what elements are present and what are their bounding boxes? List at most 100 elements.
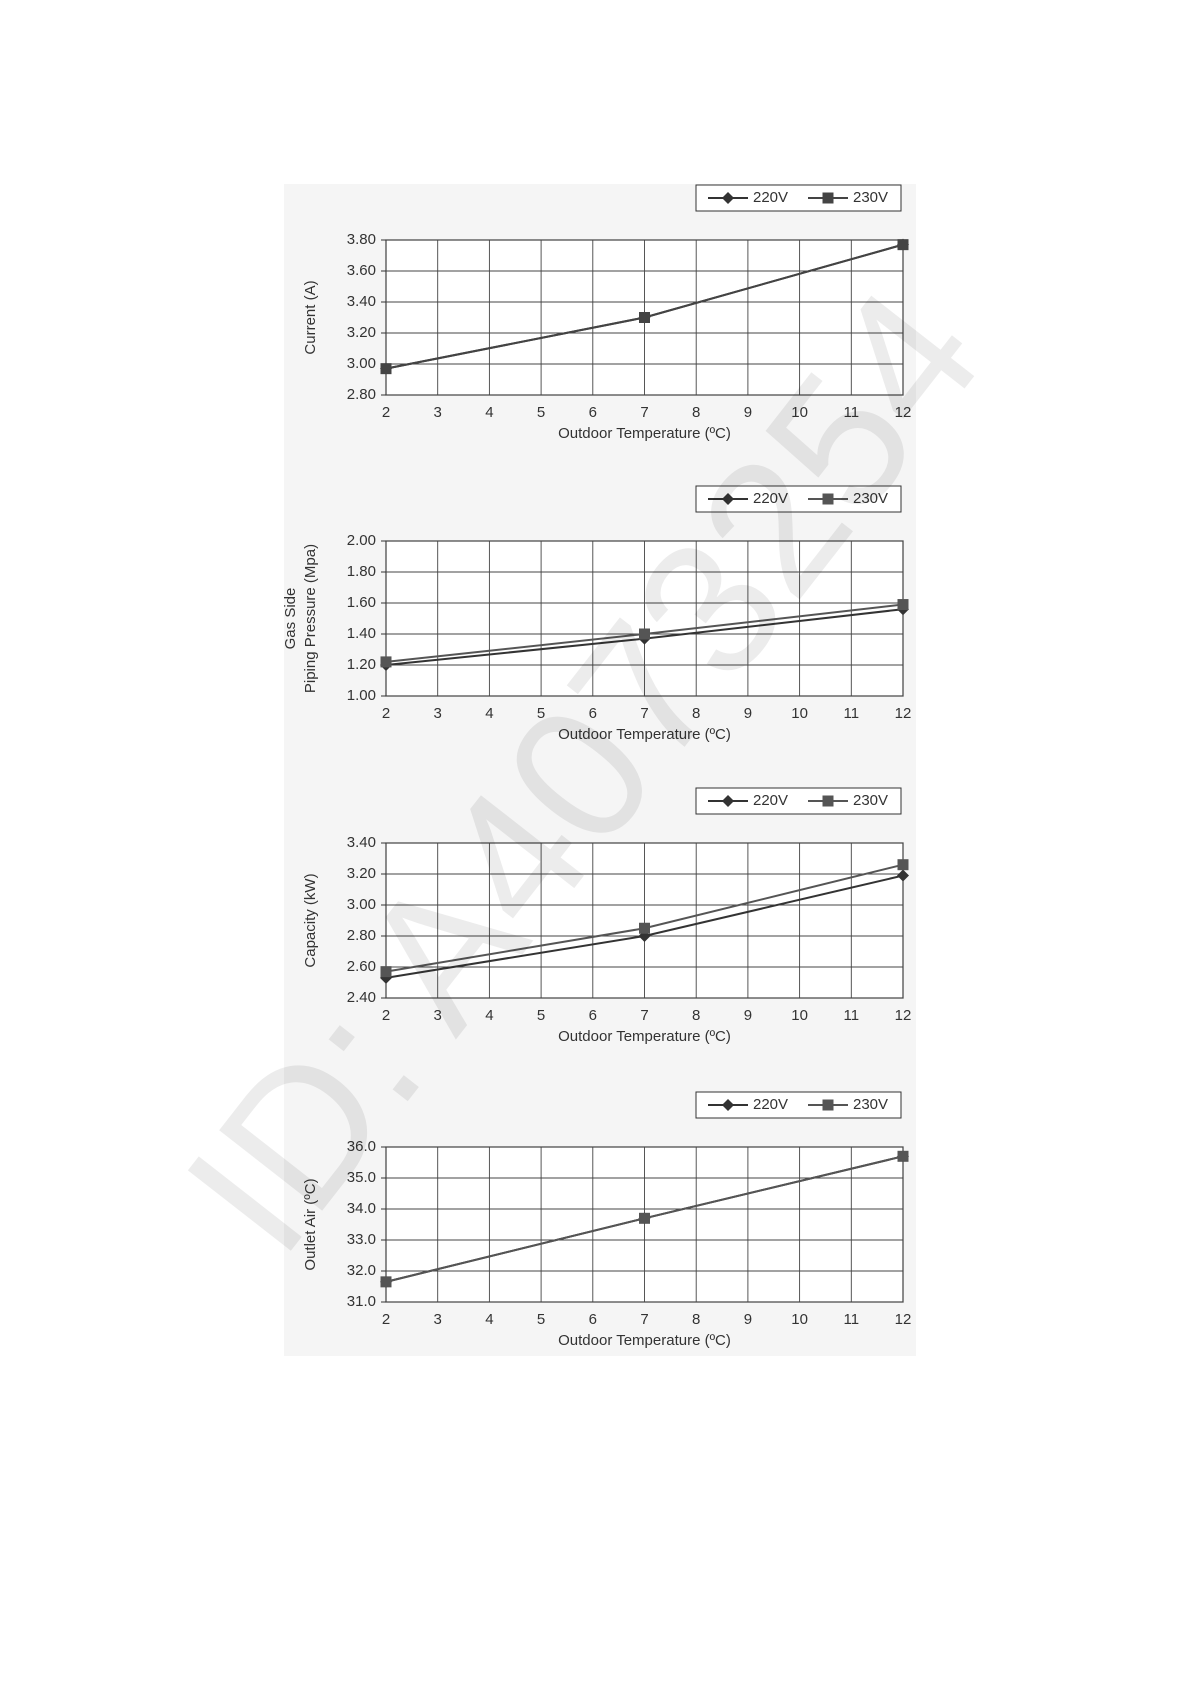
y-tick-label: 3.00	[347, 896, 376, 913]
x-tick-label: 9	[744, 705, 752, 722]
x-tick-label: 9	[744, 404, 752, 421]
x-tick-label: 12	[895, 1311, 912, 1328]
x-tick-label: 6	[589, 1311, 597, 1328]
x-tick-label: 5	[537, 404, 545, 421]
x-tick-label: 12	[895, 705, 912, 722]
y-axis-label: Piping Pressure (Mpa)	[302, 544, 319, 693]
y-tick-label: 1.40	[347, 625, 376, 642]
x-tick-label: 2	[382, 1311, 390, 1328]
marker	[722, 1099, 734, 1111]
x-tick-label: 7	[640, 705, 648, 722]
x-tick-label: 8	[692, 1311, 700, 1328]
marker	[822, 1099, 834, 1111]
y-axis-label: Gas Side	[282, 588, 299, 650]
y-tick-label: 2.40	[347, 989, 376, 1006]
marker	[897, 859, 909, 871]
x-tick-label: 7	[640, 404, 648, 421]
marker	[822, 192, 834, 204]
x-tick-label: 2	[382, 1007, 390, 1024]
x-tick-label: 2	[382, 705, 390, 722]
x-tick-label: 4	[485, 705, 493, 722]
y-tick-label: 3.40	[347, 834, 376, 851]
y-tick-label: 1.00	[347, 687, 376, 704]
x-axis-label: Outdoor Temperature (ºC)	[558, 425, 731, 442]
x-tick-label: 7	[640, 1007, 648, 1024]
x-tick-label: 8	[692, 1007, 700, 1024]
legend-label: 220V	[753, 792, 788, 809]
x-axis-label: Outdoor Temperature (ºC)	[558, 1028, 731, 1045]
x-tick-label: 12	[895, 1007, 912, 1024]
x-tick-label: 5	[537, 1311, 545, 1328]
y-tick-label: 2.00	[347, 532, 376, 549]
legend-label: 230V	[853, 189, 888, 206]
marker	[722, 493, 734, 505]
marker	[897, 1150, 909, 1162]
legend-label: 230V	[853, 1096, 888, 1113]
x-tick-label: 5	[537, 1007, 545, 1024]
x-tick-label: 8	[692, 404, 700, 421]
x-axis-label: Outdoor Temperature (ºC)	[558, 726, 731, 743]
y-tick-label: 33.0	[347, 1231, 376, 1248]
marker	[822, 795, 834, 807]
y-tick-label: 31.0	[347, 1293, 376, 1310]
y-tick-label: 35.0	[347, 1169, 376, 1186]
x-tick-label: 10	[791, 1007, 808, 1024]
x-tick-label: 10	[791, 1311, 808, 1328]
y-axis-label: Current (A)	[302, 280, 319, 354]
y-tick-label: 3.40	[347, 293, 376, 310]
x-tick-label: 9	[744, 1311, 752, 1328]
marker	[897, 869, 909, 882]
x-tick-label: 4	[485, 404, 493, 421]
x-tick-label: 8	[692, 705, 700, 722]
x-tick-label: 6	[589, 1007, 597, 1024]
y-tick-label: 34.0	[347, 1200, 376, 1217]
x-tick-label: 4	[485, 1007, 493, 1024]
x-tick-label: 7	[640, 1311, 648, 1328]
x-axis-label: Outdoor Temperature (ºC)	[558, 1332, 731, 1349]
y-tick-label: 3.00	[347, 355, 376, 372]
x-tick-label: 12	[895, 404, 912, 421]
marker	[639, 628, 650, 640]
y-tick-label: 3.20	[347, 865, 376, 882]
marker	[722, 192, 734, 204]
x-tick-label: 2	[382, 404, 390, 421]
y-tick-label: 1.60	[347, 594, 376, 611]
legend-label: 220V	[753, 490, 788, 507]
x-tick-label: 5	[537, 705, 545, 722]
y-tick-label: 3.20	[347, 324, 376, 341]
y-tick-label: 2.80	[347, 927, 376, 944]
y-tick-label: 32.0	[347, 1262, 376, 1279]
legend-label: 230V	[853, 490, 888, 507]
x-tick-label: 3	[434, 404, 442, 421]
marker	[897, 239, 909, 251]
x-tick-label: 11	[844, 404, 860, 421]
marker	[380, 363, 392, 375]
x-tick-label: 10	[791, 404, 808, 421]
marker	[722, 795, 734, 807]
x-tick-label: 6	[589, 404, 597, 421]
legend-label: 220V	[753, 1096, 788, 1113]
x-tick-label: 11	[844, 705, 860, 722]
legend-label: 230V	[853, 792, 888, 809]
x-tick-label: 9	[744, 1007, 752, 1024]
y-tick-label: 3.60	[347, 262, 376, 279]
x-tick-label: 3	[434, 705, 442, 722]
x-tick-label: 3	[434, 1007, 442, 1024]
x-tick-label: 4	[485, 1311, 493, 1328]
y-tick-label: 36.0	[347, 1138, 376, 1155]
y-tick-label: 1.20	[347, 656, 376, 673]
marker	[639, 922, 650, 934]
y-tick-label: 2.60	[347, 958, 376, 975]
x-tick-label: 3	[434, 1311, 442, 1328]
marker	[897, 599, 909, 611]
marker	[639, 1212, 650, 1224]
y-axis-label: Capacity (kW)	[302, 873, 319, 967]
x-tick-label: 10	[791, 705, 808, 722]
y-tick-label: 3.80	[347, 231, 376, 248]
x-tick-label: 6	[589, 705, 597, 722]
y-axis-label: Outlet Air (ºC)	[302, 1178, 319, 1270]
y-tick-label: 2.80	[347, 386, 376, 403]
marker	[380, 966, 392, 978]
